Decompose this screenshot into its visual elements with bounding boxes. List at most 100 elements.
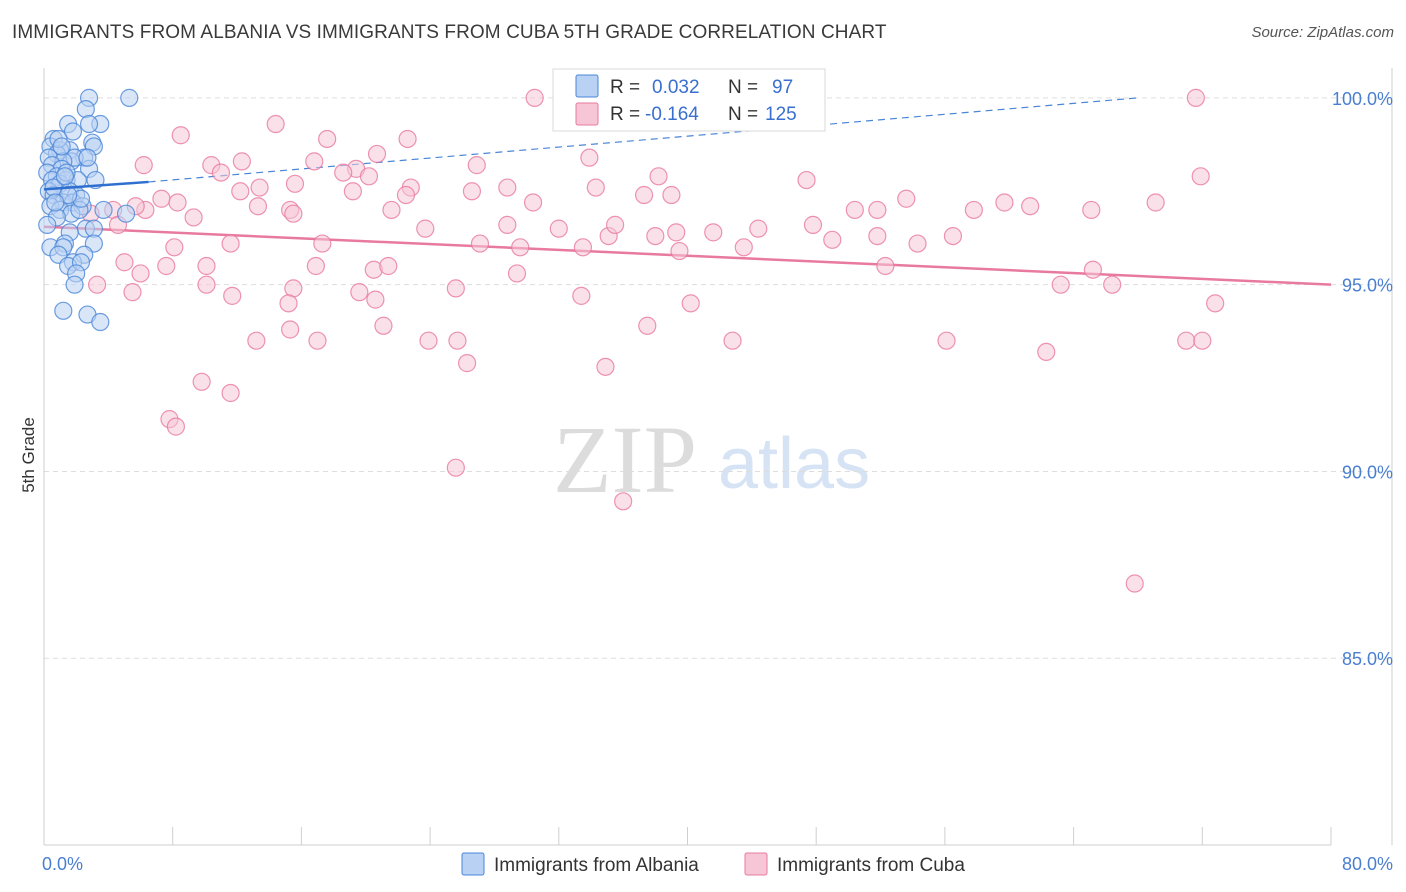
albania-point-41: [116, 204, 136, 223]
legend-r-label-cuba: R =: [610, 104, 640, 125]
cuba-point-43: [964, 200, 983, 220]
cuba-point-103: [1037, 342, 1056, 362]
cuba-point-8: [305, 152, 324, 171]
albania-point-6: [63, 122, 83, 141]
cuba-point-77: [734, 238, 753, 257]
cuba-point-53: [606, 215, 625, 234]
cuba-point-41: [382, 200, 401, 220]
legend-n-value-albania: 97: [772, 77, 793, 98]
bottom-legend-label-cuba: Immigrants from Cuba: [777, 855, 965, 876]
cuba-point-61: [943, 227, 963, 246]
legend-r-value-cuba: -0.164: [645, 104, 699, 125]
cuba-point-98: [374, 316, 393, 335]
cuba-point-54: [667, 223, 686, 242]
cuba-point-114: [614, 492, 633, 511]
y-tick-labels: 100.0% 95.0% 90.0% 85.0%: [1332, 89, 1393, 669]
cuba-point-16: [359, 167, 379, 186]
albania-point-43: [38, 215, 57, 234]
cuba-point-33: [845, 200, 864, 220]
cuba-point-88: [279, 294, 298, 313]
cuba-point-95: [247, 331, 266, 350]
cuba-point-113: [446, 458, 465, 477]
watermark-atlas: atlas: [718, 424, 870, 504]
cuba-point-87: [123, 283, 142, 302]
cuba-point-115: [1125, 574, 1144, 593]
cuba-point-104: [458, 354, 477, 373]
x-tick-label-start: 0.0%: [42, 854, 83, 874]
cuba-point-56: [749, 219, 768, 238]
legend-r-value-albania: 0.032: [652, 77, 700, 98]
cuba-point-34: [868, 200, 887, 220]
albania-point-68: [78, 148, 97, 167]
cuba-point-107: [1177, 331, 1196, 350]
cuba-point-90: [681, 294, 700, 313]
albania-point-1: [120, 88, 139, 107]
cuba-point-7: [232, 152, 251, 171]
albania-point-57: [65, 275, 84, 294]
bottom-legend-swatch-albania: [461, 852, 485, 876]
cuba-point-11: [467, 156, 486, 175]
cuba-point-38: [168, 193, 187, 212]
cuba-point-55: [704, 223, 723, 242]
chart-title: IMMIGRANTS FROM ALBANIA VS IMMIGRANTS FR…: [12, 22, 887, 43]
cuba-point-63: [165, 238, 184, 257]
bottom-legend-label-albania: Immigrants from Albania: [494, 855, 699, 876]
cuba-point-109: [192, 372, 211, 391]
cuba-point-60: [908, 234, 927, 253]
albania-trend-extension: [148, 97, 1139, 183]
cuba-point-48: [284, 204, 303, 223]
cuba-point-70: [157, 256, 176, 276]
cuba-point-35: [1082, 200, 1101, 220]
cuba-point-0: [525, 88, 544, 107]
cuba-point-67: [573, 238, 593, 257]
cuba-trend-line: [43, 225, 1332, 286]
cuba-point-85: [572, 286, 591, 305]
cuba-point-89: [350, 283, 369, 302]
cuba-point-83: [366, 290, 385, 309]
cuba-point-100: [448, 331, 467, 350]
albania-point-5: [79, 114, 99, 134]
cuba-point-9: [134, 156, 153, 175]
cuba-point-47: [184, 208, 203, 227]
cuba-point-112: [166, 417, 186, 436]
albania-point-60: [91, 312, 110, 332]
cuba-point-96: [281, 320, 300, 339]
cuba-point-3: [171, 126, 190, 145]
cuba-point-101: [638, 316, 657, 335]
cuba-point-45: [1021, 197, 1040, 216]
cuba-point-28: [634, 185, 654, 205]
albania-point-40: [94, 200, 113, 220]
data-points: [38, 88, 1225, 593]
cuba-point-64: [313, 234, 332, 253]
cuba-point-72: [306, 256, 325, 276]
cuba-point-18: [1191, 167, 1210, 186]
cuba-point-15: [334, 163, 353, 182]
legend-n-label-albania: N =: [728, 77, 758, 98]
cuba-point-74: [379, 256, 398, 276]
cuba-point-23: [586, 178, 605, 197]
cuba-point-12: [580, 148, 599, 167]
y-tick-label-3: 85.0%: [1342, 649, 1393, 669]
cuba-point-30: [396, 185, 416, 205]
cuba-point-14: [211, 163, 231, 182]
cuba-point-50: [498, 215, 517, 234]
cuba-point-65: [470, 234, 490, 253]
albania-point-58: [54, 301, 73, 320]
cuba-point-42: [523, 193, 543, 212]
cuba-point-92: [1083, 260, 1103, 279]
watermark: ZIP atlas: [553, 406, 870, 513]
cuba-point-6: [367, 144, 387, 164]
cuba-point-25: [231, 182, 250, 201]
legend-swatch-cuba: [575, 102, 599, 126]
cuba-point-20: [250, 178, 269, 197]
cuba-point-102: [723, 331, 742, 350]
cuba-point-1: [1186, 88, 1205, 107]
cuba-point-4: [318, 129, 337, 149]
cuba-point-99: [419, 331, 438, 350]
trend-lines: [43, 97, 1332, 286]
cuba-point-19: [285, 174, 305, 193]
cuba-point-26: [343, 182, 362, 201]
cuba-point-105: [596, 357, 615, 376]
cuba-point-27: [462, 182, 482, 201]
